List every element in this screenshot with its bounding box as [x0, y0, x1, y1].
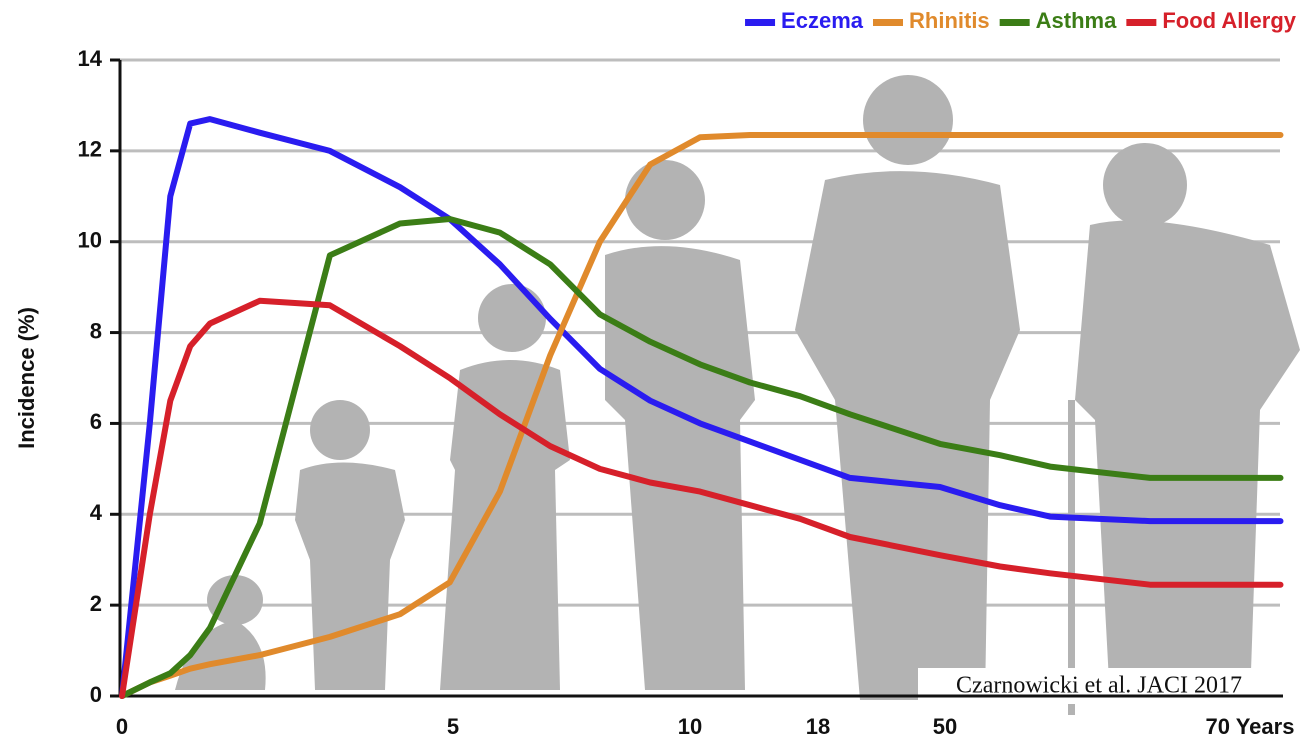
series-line [119, 116, 1284, 699]
x-tick-label: 18 [806, 714, 830, 739]
series-line [119, 132, 1284, 699]
series-line [119, 297, 1284, 699]
legend-swatch [1126, 19, 1157, 26]
legend-swatch [745, 19, 776, 26]
y-tick-label: 6 [90, 409, 102, 434]
legend-label: Eczema [781, 8, 864, 33]
legend-label: Food Allergy [1162, 8, 1296, 33]
legend-label: Asthma [1036, 8, 1117, 33]
annotation: Czarnowicki et al. JACI 2017 [956, 673, 1242, 699]
legend-swatch [999, 19, 1030, 26]
y-tick-label: 8 [90, 318, 102, 343]
annotation-bg [918, 668, 1280, 704]
y-tick-label: 4 [90, 500, 103, 525]
y-tick-label: 12 [78, 137, 102, 162]
x-tick-label: 5 [447, 714, 459, 739]
y-tick-label: 2 [90, 591, 102, 616]
silhouettes [175, 75, 1300, 715]
x-tick-label: 70 Years [1206, 714, 1295, 739]
x-tick-label: 50 [933, 714, 957, 739]
y-tick-label: 10 [78, 228, 102, 253]
y-tick-label: 0 [90, 682, 102, 707]
legend-swatch [873, 19, 903, 26]
y-axis-label: Incidence (%) [14, 307, 39, 449]
y-tick-label: 14 [78, 46, 103, 71]
x-tick-label: 10 [678, 714, 702, 739]
legend-label: Rhinitis [909, 8, 990, 33]
x-tick-label: 0 [116, 714, 128, 739]
series-line [119, 216, 1284, 699]
